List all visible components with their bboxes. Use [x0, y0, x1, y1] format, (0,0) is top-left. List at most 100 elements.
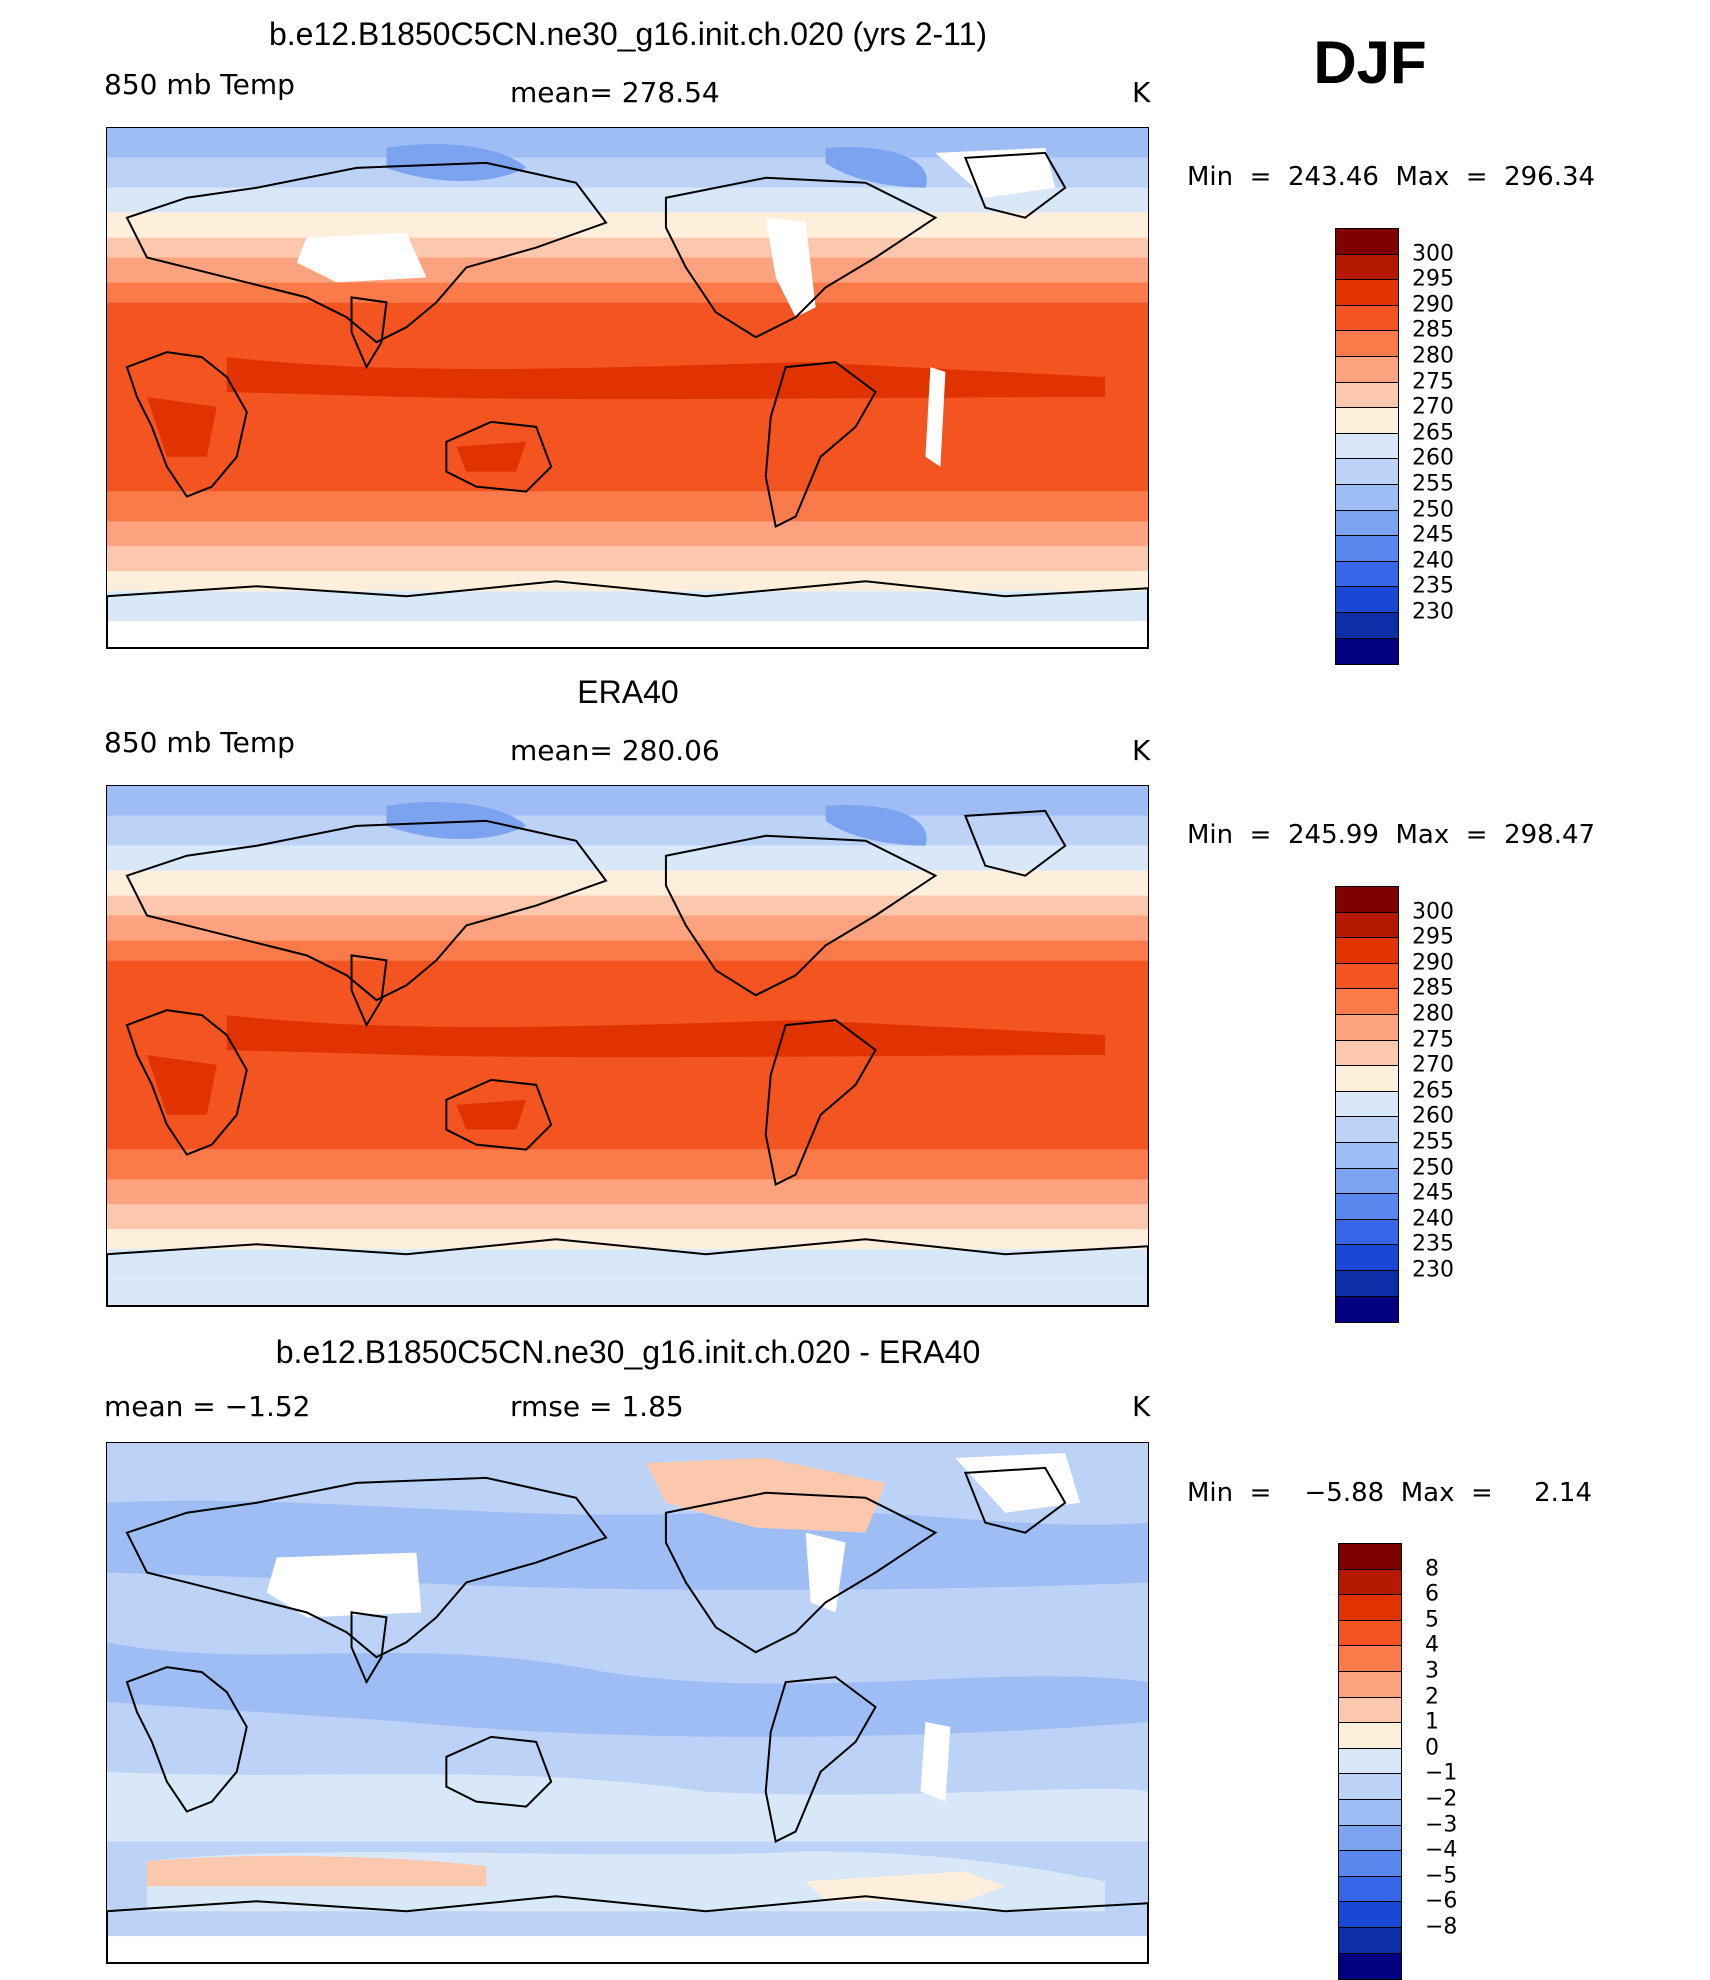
colorbar-swatch [1336, 638, 1398, 665]
panel-3-map [106, 1442, 1149, 1964]
colorbar-tick-label: 2 [1425, 1684, 1439, 1710]
colorbar-tick-label: 300 [1412, 899, 1454, 925]
colorbar-swatch [1336, 989, 1398, 1015]
panel-3-colorbar [1338, 1543, 1402, 1980]
colorbar-swatch [1339, 1646, 1401, 1672]
panel-3-minmax: Min = −5.88 Max = 2.14 [1187, 1478, 1592, 1508]
colorbar-swatch [1336, 1296, 1398, 1323]
colorbar-tick-label: 285 [1412, 975, 1454, 1001]
colorbar-swatch [1336, 587, 1398, 613]
colorbar-swatch [1336, 356, 1398, 383]
colorbar-swatch [1336, 229, 1398, 255]
colorbar-tick-label: 230 [1412, 1257, 1454, 1283]
colorbar-tick-label: 230 [1412, 599, 1454, 625]
colorbar-swatch [1339, 1723, 1401, 1749]
colorbar-tick-label: −1 [1425, 1760, 1458, 1786]
colorbar-swatch [1336, 1066, 1398, 1092]
colorbar-swatch [1336, 280, 1398, 306]
colorbar-swatch [1336, 382, 1398, 409]
colorbar-tick-label: 255 [1412, 471, 1454, 497]
colorbar-swatch [1336, 887, 1398, 913]
colorbar-swatch [1339, 1876, 1401, 1903]
colorbar-tick-label: −3 [1425, 1812, 1458, 1838]
colorbar-swatch [1336, 938, 1398, 964]
panel-3-title: b.e12.B1850C5CN.ne30_g16.init.ch.020 - E… [275, 1334, 981, 1370]
colorbar-tick-label: 240 [1412, 1206, 1454, 1232]
colorbar-tick-label: 250 [1412, 497, 1454, 523]
colorbar-swatch [1336, 408, 1398, 434]
colorbar-swatch [1339, 1953, 1401, 1980]
colorbar-tick-label: 285 [1412, 317, 1454, 343]
panel-1-map [106, 127, 1149, 649]
colorbar-tick-label: 260 [1412, 1103, 1454, 1129]
colorbar-swatch [1339, 1825, 1401, 1852]
colorbar-swatch [1339, 1697, 1401, 1724]
colorbar-swatch [1339, 1620, 1401, 1647]
colorbar-tick-label: 3 [1425, 1658, 1439, 1684]
colorbar-tick-label: 255 [1412, 1129, 1454, 1155]
colorbar-tick-label: 240 [1412, 548, 1454, 574]
colorbar-swatch [1336, 612, 1398, 639]
colorbar-tick-label: 235 [1412, 573, 1454, 599]
colorbar-swatch [1336, 1194, 1398, 1220]
colorbar-swatch [1336, 433, 1398, 460]
season-label: DJF [1313, 29, 1427, 96]
colorbar-swatch [1339, 1927, 1401, 1954]
colorbar-swatch [1336, 1219, 1398, 1246]
colorbar-tick-label: 280 [1412, 343, 1454, 369]
colorbar-tick-label: 270 [1412, 1052, 1454, 1078]
colorbar-tick-label: −2 [1425, 1786, 1458, 1812]
colorbar-tick-label: 265 [1412, 1078, 1454, 1104]
colorbar-tick-label: 250 [1412, 1155, 1454, 1181]
panel-1-minmax: Min = 243.46 Max = 296.34 [1187, 162, 1596, 192]
panel-2-variable-label: 850 mb Temp [104, 726, 295, 759]
colorbar-tick-label: 245 [1412, 1180, 1454, 1206]
panel-2-title: ERA40 [577, 674, 679, 710]
colorbar-tick-label: 295 [1412, 924, 1454, 950]
colorbar-swatch [1339, 1671, 1401, 1698]
colorbar-swatch [1336, 331, 1398, 357]
colorbar-tick-label: 295 [1412, 266, 1454, 292]
colorbar-tick-label: −5 [1425, 1863, 1458, 1889]
panel-1-units: K [1132, 76, 1151, 109]
panel-2-mean-label: mean= 280.06 [510, 734, 720, 767]
colorbar-swatch [1339, 1569, 1401, 1596]
colorbar-tick-label: 290 [1412, 292, 1454, 318]
colorbar-swatch [1339, 1748, 1401, 1775]
panel-3-rmse-label: rmse = 1.85 [510, 1390, 684, 1423]
colorbar-tick-label: 5 [1425, 1607, 1439, 1633]
colorbar-swatch [1336, 963, 1398, 990]
colorbar-swatch [1339, 1595, 1401, 1621]
colorbar-swatch [1336, 1270, 1398, 1297]
colorbar-swatch [1336, 1142, 1398, 1169]
colorbar-swatch [1339, 1902, 1401, 1928]
colorbar-tick-label: 1 [1425, 1709, 1439, 1735]
colorbar-swatch [1336, 305, 1398, 332]
colorbar-tick-label: 6 [1425, 1581, 1439, 1607]
colorbar-tick-label: 270 [1412, 394, 1454, 420]
colorbar-tick-label: 275 [1412, 369, 1454, 395]
panel-3-mean-label: mean = −1.52 [104, 1390, 311, 1423]
colorbar-swatch [1336, 1014, 1398, 1041]
colorbar-swatch [1336, 912, 1398, 939]
panel-1-colorbar [1335, 228, 1399, 666]
panel-2-map [106, 785, 1149, 1307]
colorbar-swatch [1336, 484, 1398, 511]
panel-1-variable-label: 850 mb Temp [104, 68, 295, 101]
colorbar-tick-label: 8 [1425, 1556, 1439, 1582]
colorbar-swatch [1339, 1544, 1401, 1570]
panel-1-mean-label: mean= 278.54 [510, 76, 720, 109]
colorbar-tick-label: 275 [1412, 1027, 1454, 1053]
colorbar-swatch [1336, 561, 1398, 588]
colorbar-tick-label: 245 [1412, 522, 1454, 548]
colorbar-tick-label: 300 [1412, 241, 1454, 267]
colorbar-tick-label: 265 [1412, 420, 1454, 446]
colorbar-tick-label: −4 [1425, 1837, 1458, 1863]
colorbar-swatch [1336, 536, 1398, 562]
colorbar-tick-label: 290 [1412, 950, 1454, 976]
panel-3-units: K [1132, 1390, 1151, 1423]
colorbar-swatch [1336, 254, 1398, 281]
colorbar-tick-label: −8 [1425, 1914, 1458, 1940]
colorbar-swatch [1336, 1168, 1398, 1195]
colorbar-swatch [1336, 1245, 1398, 1271]
